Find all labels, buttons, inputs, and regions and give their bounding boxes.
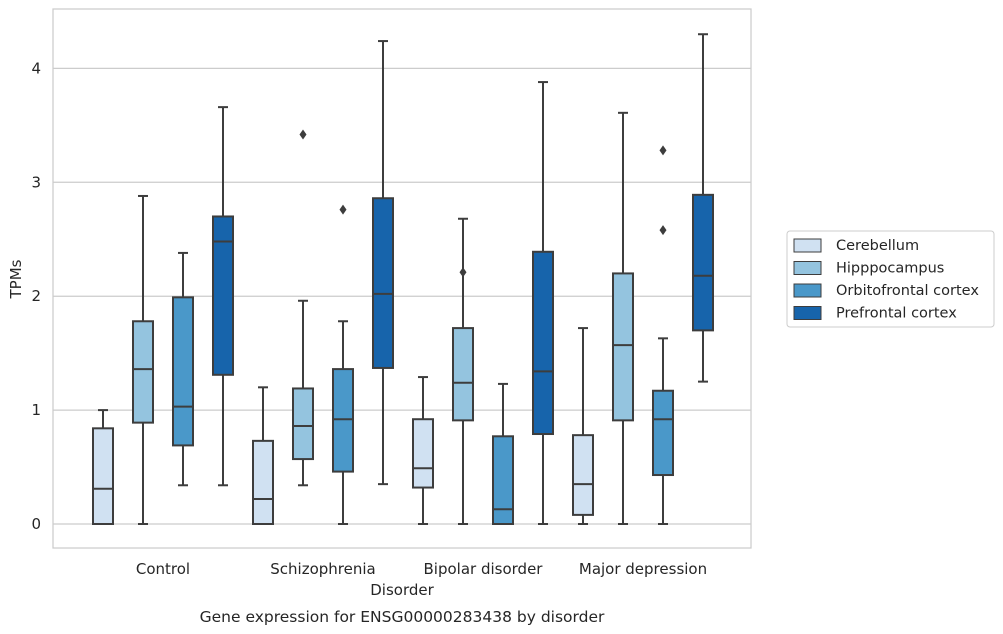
y-tick-label-3: 3 [31,173,41,191]
box-0-0 [92,409,114,526]
y-tick-label-2: 2 [31,287,41,305]
legend-label-3: Prefrontal cortex [836,306,957,322]
x-tick-label-3: Major depression [579,560,707,578]
legend-label-0: Cerebellum [836,238,919,254]
box-iqr [292,387,314,461]
box-1-1 [292,129,314,487]
x-tick-label-2: Bipolar disorder [424,560,544,578]
box-plot-area [92,33,714,526]
x-tick-label-0: Control [136,560,190,578]
box-iqr [532,250,554,436]
box-iqr [492,435,514,525]
outlier-point-0 [659,225,667,236]
y-tick-labels: 0 1 2 3 4 [31,59,41,533]
box-0-3 [572,327,594,525]
box-2-1 [332,204,354,525]
box-2-3 [652,145,674,525]
y-gridlines [53,67,751,525]
legend-label-2: Orbitofrontal cortex [836,283,979,299]
y-axis-label: TPMs [7,259,25,299]
box-1-2 [452,217,474,525]
box-iqr [572,434,594,516]
box-iqr [452,327,474,422]
box-3-3 [692,33,714,383]
box-iqr [132,320,154,424]
box-iqr [212,215,234,376]
box-iqr [692,193,714,332]
figure-caption: Gene expression for ENSG00000283438 by d… [200,608,605,626]
y-tick-label-0: 0 [31,515,41,533]
box-iqr [652,389,674,477]
outlier-point-0 [459,267,467,278]
box-iqr [172,296,194,447]
legend-swatch-0 [793,238,822,253]
box-3-2 [532,81,554,525]
box-1-0 [132,194,154,525]
box-3-0 [212,106,234,487]
box-0-2 [412,376,434,525]
x-tick-label-1: Schizophrenia [270,560,375,578]
plot-frame [52,8,752,549]
legend-swatch-1 [793,261,822,275]
outlier-point-0 [339,204,347,215]
box-iqr [92,427,114,526]
y-tick-label-4: 4 [31,59,41,77]
box-iqr [412,418,434,489]
legend-swatch-2 [793,283,822,298]
box-2-0 [172,251,194,487]
outlier-point-0 [299,129,307,140]
x-axis-label: Disorder [370,581,434,599]
box-iqr [612,272,634,422]
box-iqr [332,368,354,473]
legend-label-1: Hipppocampus [836,261,944,277]
box-1-3 [612,111,634,525]
outlier-point-1 [659,145,667,156]
legend: Cerebellum Hipppocampus Orbitofrontal cort… [786,230,995,328]
y-tick-label-1: 1 [31,401,41,419]
box-3-1 [372,40,394,486]
box-iqr [252,439,274,525]
legend-frame [786,230,995,328]
box-2-2 [492,382,514,525]
box-0-1 [252,386,274,525]
x-tick-labels: Control Schizophrenia Bipolar disorder Majo… [136,560,707,578]
legend-swatch-3 [793,306,822,320]
box-iqr [372,197,394,369]
